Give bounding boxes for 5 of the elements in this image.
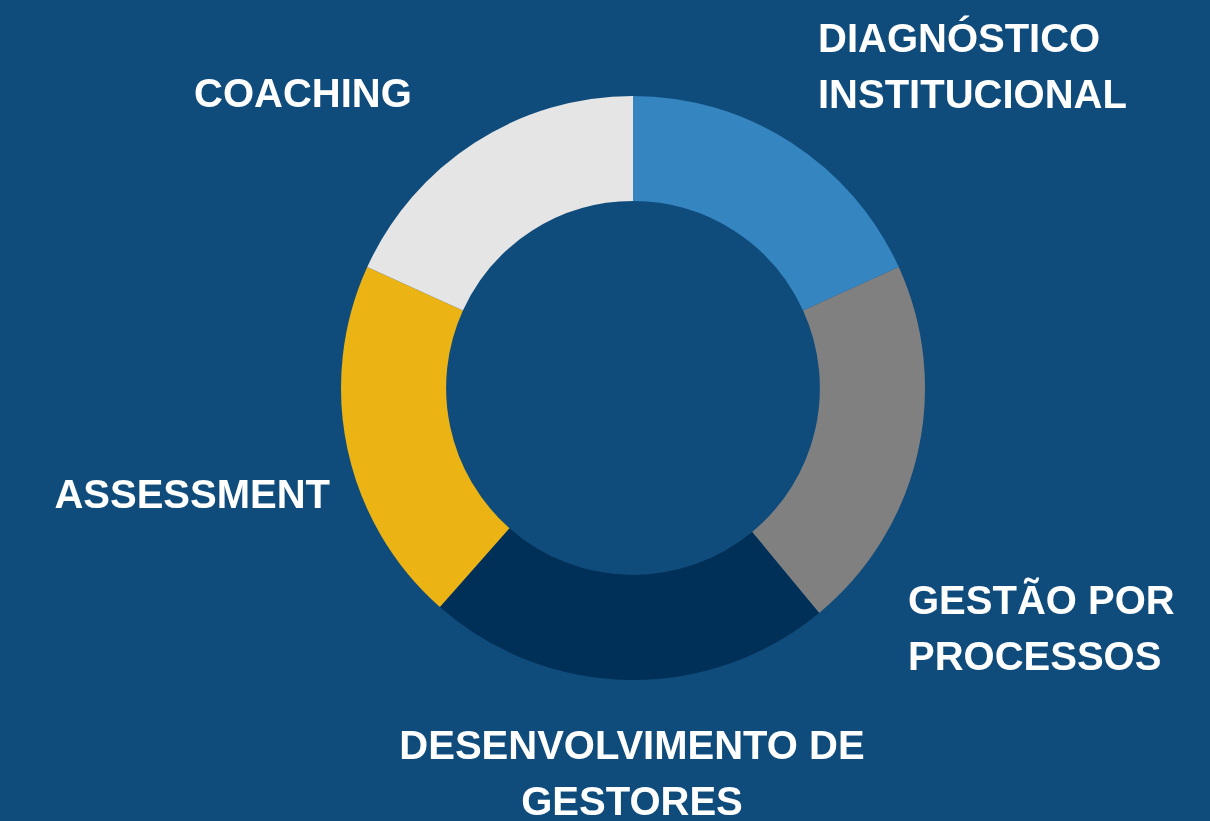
slice-label: DIAGNÓSTICO INSTITUCIONAL bbox=[818, 14, 1128, 118]
slice-label: ASSESSMENT bbox=[53, 471, 330, 518]
slice-label: COACHING bbox=[194, 70, 413, 117]
slice-label: DESENVOLVIMENTO DE GESTORES bbox=[398, 722, 866, 821]
slice-label: GESTÃO POR PROCESSOS bbox=[908, 576, 1176, 680]
